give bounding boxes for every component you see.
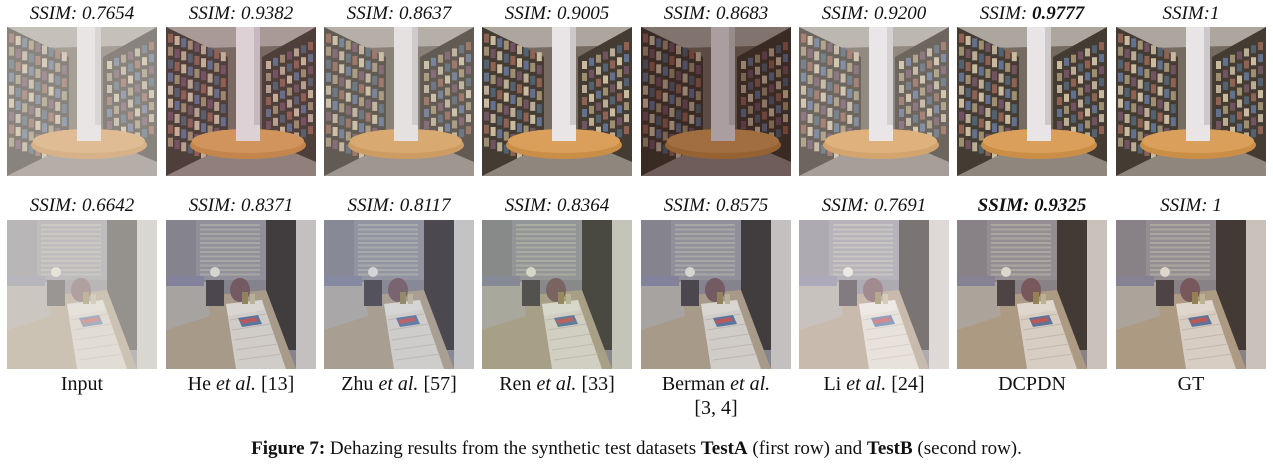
method-citation: [57]	[418, 373, 457, 395]
ssim-value: 0.8637	[398, 3, 452, 24]
method-label-zhu: Zhu et al. [57]	[318, 372, 480, 396]
ssim-value: 0.7654	[81, 3, 135, 24]
caption-testb: TestB	[866, 438, 913, 459]
figure-caption: Figure 7: Dehazing results from the synt…	[0, 437, 1273, 461]
method-name: Zhu	[341, 373, 379, 395]
caption-text-1: Dehazing results from the synthetic test…	[325, 438, 701, 459]
ssim-testa-dcpdn: SSIM: 0.9777	[953, 3, 1111, 25]
ssim-value: 1	[1212, 195, 1222, 216]
image-testa-li	[799, 27, 949, 176]
image-testa-ren	[482, 27, 632, 176]
method-citation: [33]	[576, 373, 615, 395]
ssim-value: 0.8371	[240, 195, 294, 216]
method-label-dcpdn: DCPDN	[951, 372, 1113, 396]
image-testb-ren	[482, 220, 632, 369]
method-citation: [3, 4]	[694, 397, 738, 419]
method-name: Berman	[661, 373, 731, 395]
ssim-prefix: SSIM:	[188, 195, 241, 216]
method-name: He	[187, 373, 216, 395]
image-testb-berman	[641, 220, 791, 369]
ssim-value: 0.7691	[873, 195, 927, 216]
ssim-prefix: SSIM:	[979, 3, 1032, 24]
ssim-value: 0.8117	[399, 195, 451, 216]
ssim-testa-ren: SSIM: 0.9005	[478, 3, 636, 25]
image-testb-zhu	[324, 220, 474, 369]
method-name: GT	[1177, 373, 1205, 395]
method-label-li: Li et al. [24]	[793, 372, 955, 396]
ssim-testb-li: SSIM: 0.7691	[795, 195, 953, 217]
ssim-testa-he: SSIM: 0.9382	[162, 3, 320, 25]
caption-text-2: (first row) and	[747, 438, 867, 459]
caption-label: Figure 7:	[251, 438, 326, 459]
ssim-testb-input: SSIM: 0.6642	[3, 195, 161, 217]
image-testb-input	[7, 220, 157, 369]
ssim-prefix: SSIM:	[346, 3, 399, 24]
ssim-value: 0.8364	[556, 195, 610, 216]
ssim-value: 0.8683	[715, 3, 769, 24]
image-testa-gt	[1116, 27, 1266, 176]
method-et-al: et al.	[216, 373, 256, 395]
method-label-he: He et al. [13]	[160, 372, 322, 396]
ssim-testb-gt: SSIM: 1	[1112, 195, 1270, 217]
image-testa-he	[166, 27, 316, 176]
ssim-value: 0.9325	[1034, 195, 1087, 216]
method-label-ren: Ren et al. [33]	[476, 372, 638, 396]
ssim-testa-gt: SSIM:1	[1112, 3, 1270, 25]
ssim-testb-berman: SSIM: 0.8575	[637, 195, 795, 217]
ssim-value: 0.6642	[81, 195, 135, 216]
ssim-prefix: SSIM:	[1160, 195, 1213, 216]
method-et-al: et al.	[730, 373, 771, 395]
method-et-al: et al.	[846, 373, 887, 395]
ssim-testb-he: SSIM: 0.8371	[162, 195, 320, 217]
image-testa-dcpdn	[957, 27, 1107, 176]
method-et-al: et al.	[378, 373, 419, 395]
image-testa-zhu	[324, 27, 474, 176]
method-et-al: et al.	[536, 373, 577, 395]
ssim-value: 0.9382	[240, 3, 294, 24]
ssim-testa-li: SSIM: 0.9200	[795, 3, 953, 25]
ssim-prefix: SSIM:	[347, 195, 400, 216]
ssim-prefix: SSIM:	[29, 195, 82, 216]
image-testb-he	[166, 220, 316, 369]
ssim-testb-dcpdn: SSIM: 0.9325	[953, 195, 1111, 217]
ssim-value: 1	[1209, 3, 1220, 24]
image-testa-input	[7, 27, 157, 176]
image-testb-li	[799, 220, 949, 369]
method-citation: [24]	[886, 373, 925, 395]
ssim-prefix: SSIM:	[821, 3, 874, 24]
ssim-value: 0.8575	[715, 195, 769, 216]
method-name: Ren	[499, 373, 537, 395]
method-name: Li	[823, 373, 847, 395]
ssim-prefix: SSIM:	[504, 3, 557, 24]
ssim-prefix: SSIM:	[663, 195, 716, 216]
method-label-gt: GT	[1110, 372, 1272, 396]
ssim-testa-berman: SSIM: 0.8683	[637, 3, 795, 25]
ssim-testb-zhu: SSIM: 0.8117	[320, 195, 478, 217]
ssim-prefix: SSIM:	[504, 195, 557, 216]
ssim-value: 0.9200	[873, 3, 927, 24]
method-citation: [13]	[256, 373, 295, 395]
ssim-testb-ren: SSIM: 0.8364	[478, 195, 636, 217]
ssim-testa-zhu: SSIM: 0.8637	[320, 3, 478, 25]
method-name: Input	[60, 373, 104, 395]
method-label-input: Input	[1, 372, 163, 396]
ssim-prefix: SSIM:	[1162, 3, 1210, 24]
method-name: DCPDN	[998, 373, 1066, 395]
caption-text-3: (second row).	[912, 438, 1022, 459]
ssim-value: 0.9777	[1031, 3, 1085, 24]
image-testa-berman	[641, 27, 791, 176]
image-testb-dcpdn	[957, 220, 1107, 369]
ssim-testa-input: SSIM: 0.7654	[3, 3, 161, 25]
caption-testa: TestA	[700, 438, 748, 459]
ssim-value: 0.9005	[556, 3, 610, 24]
method-label-berman: Berman et al. [3, 4]	[635, 372, 797, 420]
image-testb-gt	[1116, 220, 1266, 369]
ssim-prefix: SSIM:	[821, 195, 874, 216]
ssim-prefix: SSIM:	[29, 3, 82, 24]
ssim-prefix: SSIM:	[188, 3, 241, 24]
ssim-prefix: SSIM:	[663, 3, 716, 24]
ssim-prefix: SSIM:	[977, 195, 1035, 216]
